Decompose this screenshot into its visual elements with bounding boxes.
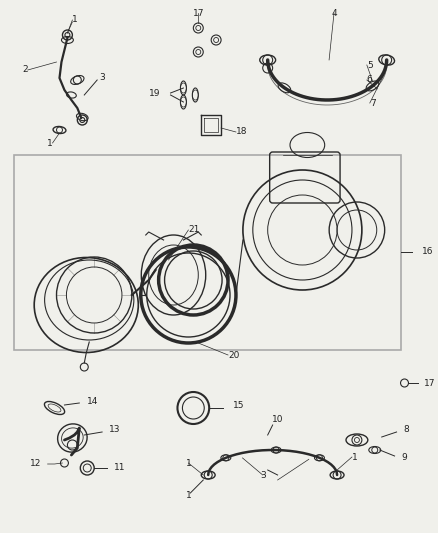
- Text: 17: 17: [424, 378, 436, 387]
- Text: 15: 15: [233, 401, 244, 410]
- Text: 13: 13: [109, 425, 120, 434]
- Text: 21: 21: [188, 225, 200, 235]
- Text: 1: 1: [352, 453, 358, 462]
- Text: 6: 6: [367, 76, 373, 85]
- Bar: [14, 155, 400, 350]
- Text: 3: 3: [260, 471, 265, 480]
- Text: 8: 8: [403, 425, 409, 434]
- Text: 4: 4: [331, 9, 337, 18]
- Text: 11: 11: [114, 464, 126, 472]
- Text: 19: 19: [149, 88, 161, 98]
- Text: 9: 9: [402, 454, 407, 463]
- Text: 20: 20: [228, 351, 240, 359]
- Text: 1: 1: [186, 458, 191, 467]
- Text: 14: 14: [87, 397, 99, 406]
- Text: 10: 10: [272, 416, 283, 424]
- Text: 16: 16: [422, 247, 434, 256]
- Text: 1: 1: [186, 490, 191, 499]
- Text: 2: 2: [22, 66, 28, 75]
- Text: 3: 3: [99, 72, 105, 82]
- Text: 5: 5: [367, 61, 373, 69]
- Text: 1: 1: [47, 139, 53, 148]
- Text: 7: 7: [370, 99, 375, 108]
- Text: 12: 12: [30, 459, 42, 469]
- Text: 18: 18: [236, 127, 247, 136]
- Text: 17: 17: [193, 9, 204, 18]
- Text: 1: 1: [72, 15, 78, 25]
